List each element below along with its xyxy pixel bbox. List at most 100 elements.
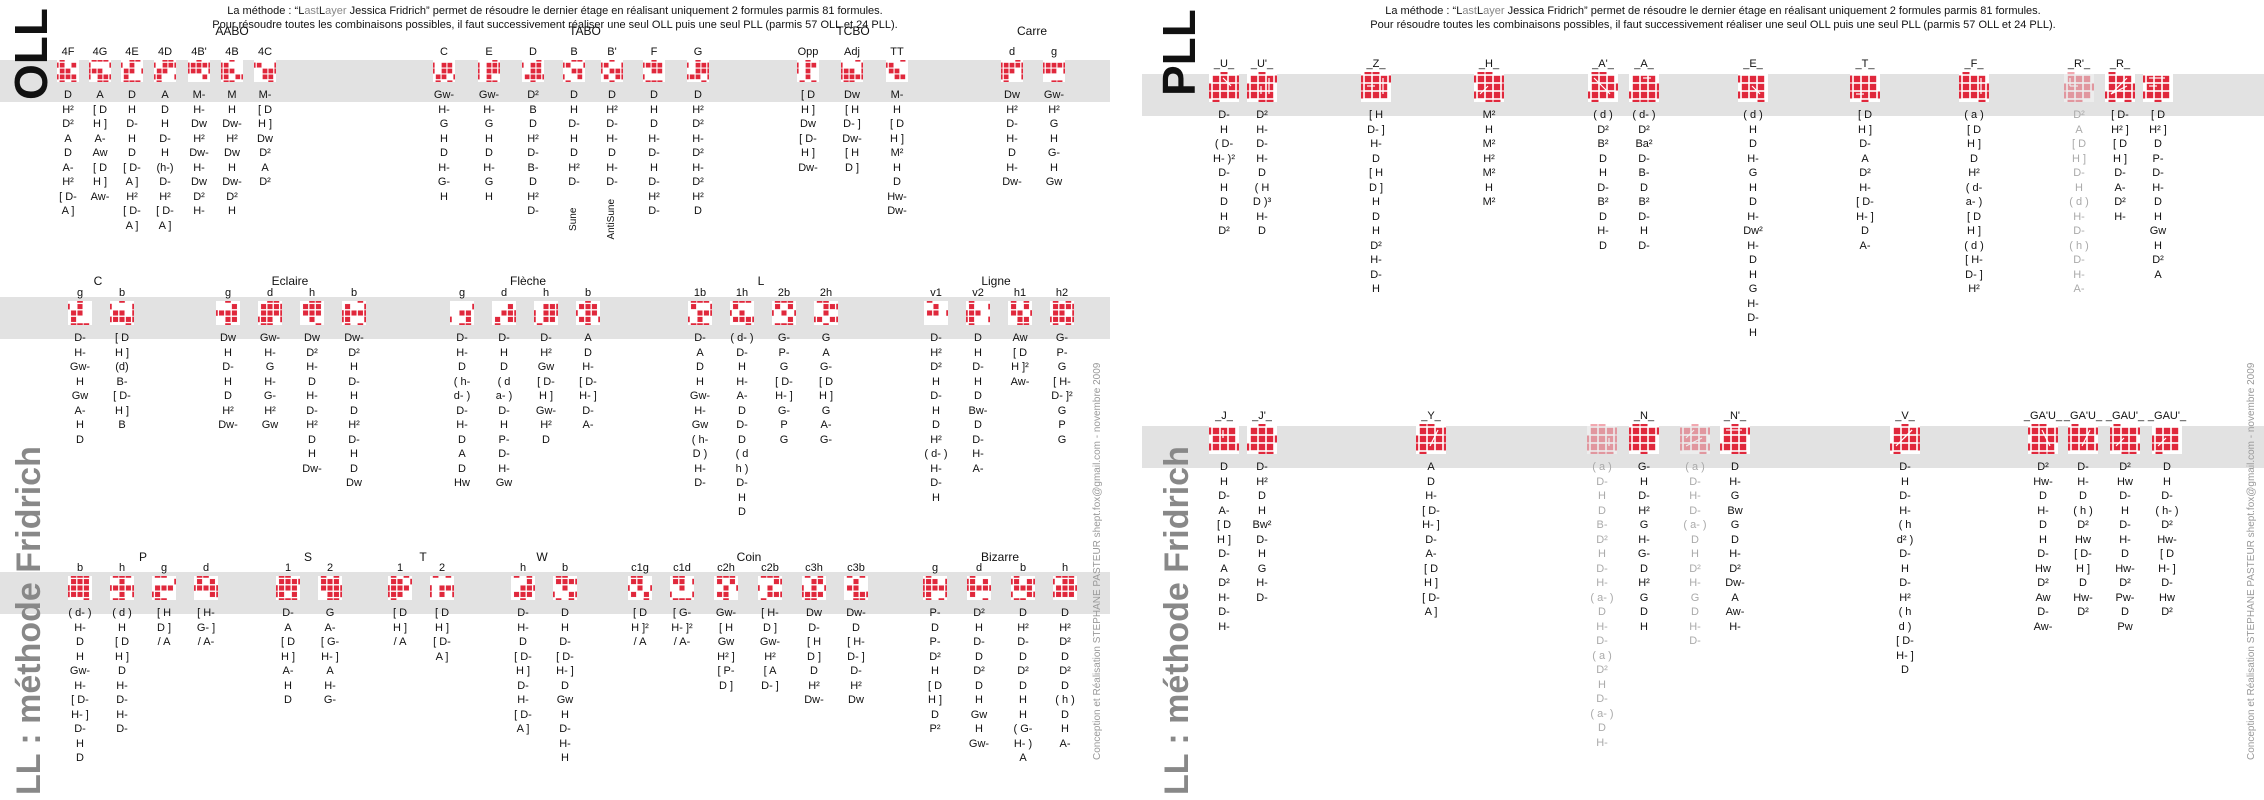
- case-label: b: [1019, 562, 1027, 574]
- oll-case: C Gw- H- G H D H- G- H: [423, 46, 465, 204]
- pll-case: _GAU'_ D H D- ( h- ) D² Hw- [ D H- ] D- H…: [2146, 410, 2188, 620]
- case-algorithm: D H D H- D- H D- H² D-: [648, 89, 660, 217]
- case-label: 1b: [693, 287, 707, 299]
- case-algorithm: [ D H ] [ D- A ]: [433, 607, 451, 663]
- case-algorithm: D² A [ D H ] D- H ( d ) H- D- ( h ) D- H…: [2069, 109, 2089, 295]
- oll-case: 4G A [ D H ] A- Aw [ D H ] Aw-: [79, 46, 121, 204]
- cube-diagram: [2152, 424, 2182, 454]
- cube-diagram: [1053, 576, 1077, 600]
- case-label: _U'_: [1250, 58, 1274, 70]
- group-label: Carre: [1016, 24, 1047, 38]
- case-label: 4D: [157, 46, 173, 58]
- case-label: d: [1008, 46, 1016, 58]
- case-algorithm: D- H² D H Bw² D- H G H- D-: [1252, 461, 1272, 604]
- case-label: 1h: [735, 287, 749, 299]
- case-algorithm: [ D H ] (d) B- [ D- H ] B: [113, 332, 131, 431]
- cube-diagram: [194, 576, 218, 600]
- case-algorithm: [ D H ] D- A D² H- [ D- H- ] D A-: [1856, 109, 1874, 252]
- case-algorithm: A D H- [ D- H- ] D- A-: [579, 332, 597, 431]
- cube-diagram: [221, 60, 243, 82]
- case-algorithm: D- H- D [ D- H ] D- H- [ D- A ]: [514, 607, 532, 735]
- case-algorithm: G- H D- H² G H- G- D H² G D H: [1637, 461, 1651, 633]
- cube-diagram: [300, 301, 324, 325]
- cube-diagram: [216, 301, 240, 325]
- oll-case: v2 D H D- H D Bw- D D- H- A-: [957, 287, 999, 476]
- method-title-left: LL : méthode Fridrich: [10, 446, 48, 795]
- case-label: 4B': [191, 46, 207, 58]
- case-algorithm: [ H D- ] H- D [ H D ] H D H D² H- D- H: [1367, 109, 1385, 295]
- pll-case: _GA'U_ D² Hw- D H- D H D- Hw D² Aw D- Aw-: [2022, 410, 2064, 634]
- group-label: C: [93, 274, 103, 288]
- oll-case: c2b [ H- D ] Gw- H² [ A D- ]: [749, 562, 791, 693]
- case-label: _H_: [1478, 58, 1500, 70]
- case-label: c1d: [673, 562, 691, 574]
- oll-case: 4F D H² D² A D A- H² [ D- A ]: [47, 46, 89, 219]
- oll-case: F D H D H- D- H D- H² D-: [633, 46, 675, 219]
- case-algorithm: D H² D- D D² D H H ( G- H- ) A: [1013, 607, 1033, 764]
- oll-case: G D H² D² H- D² H- D² H² D: [677, 46, 719, 219]
- cube-diagram: [478, 60, 500, 82]
- case-label: d: [266, 287, 274, 299]
- case-label: _N'_: [1723, 410, 1747, 422]
- case-algorithm: A D H- [ D- H- ] D- A- [ D H ] [ D- A ]: [1422, 461, 1440, 618]
- cube-diagram: [1629, 72, 1659, 102]
- case-algorithm: D- H² D² H D- H D H² ( d- ) H- D- H: [924, 332, 948, 504]
- case-label: [1581, 410, 1623, 423]
- cube-diagram: [1738, 72, 1768, 102]
- cube-diagram: [1043, 60, 1065, 82]
- case-label: _T_: [1855, 58, 1875, 70]
- cube-diagram: [1008, 301, 1032, 325]
- case-label: d: [500, 287, 508, 299]
- case-algorithm: D- H D- H- ( h d² ) D- H D- H² ( h d ) […: [1896, 461, 1914, 676]
- case-label: g: [931, 562, 939, 574]
- case-label: 4C: [257, 46, 273, 58]
- pll-case: _U'_ D² H- D- H- D ( H D )³ H- D: [1241, 58, 1283, 239]
- oll-case: v1 D- H² D² H D- H D H² ( d- ) H- D- H: [915, 287, 957, 505]
- cube-diagram: [68, 576, 92, 600]
- cube-diagram: [430, 576, 454, 600]
- cube-diagram: [152, 576, 176, 600]
- cube-diagram: [2143, 72, 2173, 102]
- pll-case: _GAU'_ D² Hw D- H D- H- D Hw- D² Pw- D Pw: [2104, 410, 2146, 634]
- oll-case: 1 [ D H ] / A: [379, 562, 421, 650]
- case-algorithm: G A G- [ D H ] G A- G-: [818, 332, 834, 446]
- case-algorithm: D- H- Gw- H Gw A- H D: [69, 332, 91, 446]
- cube-diagram: [1680, 424, 1710, 454]
- case-label: 2: [326, 562, 334, 574]
- case-label: v1: [930, 287, 942, 299]
- cube-diagram: [967, 576, 991, 600]
- case-algorithm: [ D H² ] D P- D- H- D H Gw H D² A: [2149, 109, 2167, 281]
- pll-case: _R'_ D² A [ D H ] D- H ( d ) H- D- ( h ) …: [2058, 58, 2100, 297]
- pll-case: _A_ ( d- ) D² Ba² D- B- D B² D- H D-: [1623, 58, 1665, 253]
- method-title-right: LL : méthode Fridrich: [1158, 446, 1196, 795]
- oll-case: 2 [ D H ] [ D- A ]: [421, 562, 463, 664]
- oll-case: h2 G- P- G [ H- D- ]² G P G: [1041, 287, 1083, 447]
- intro-text-oll: La méthode : “LastLayer Jessica Fridrich…: [212, 5, 898, 31]
- case-algorithm: [ D H ] Dw [ D- H ] Dw-: [798, 89, 818, 174]
- cube-diagram: [1850, 72, 1880, 102]
- case-label: _GAU'_: [2147, 410, 2187, 422]
- case-label: h: [542, 287, 550, 299]
- case-algorithm: G- P- G [ D- H- ] G- P G: [775, 332, 793, 446]
- case-algorithm: ( d- ) D- H H- A- D D- D ( d h ) D- H D: [730, 332, 754, 518]
- case-label: _Z_: [1366, 58, 1386, 70]
- case-label: G: [693, 46, 703, 58]
- case-label: 1: [396, 562, 404, 574]
- case-algorithm: [ G- H- ]² / A-: [671, 607, 693, 648]
- pll-case: _U_ D- H ( D- H- )² D- H D H D²: [1203, 58, 1245, 239]
- pll-case: _J'_ D- H² D H Bw² D- H G H- D-: [1241, 410, 1283, 605]
- case-label: Adj: [844, 46, 860, 58]
- case-algorithm: D H² D² H- D² H- D² H² D: [692, 89, 704, 217]
- case-label: _E_: [1743, 58, 1763, 70]
- case-label: c3h: [805, 562, 823, 574]
- case-label: _F_: [1964, 58, 1984, 70]
- cube-diagram: [1416, 424, 1446, 454]
- cube-diagram: [318, 576, 342, 600]
- oll-case: 4B' M- H- Dw H² Dw- H- Dw D² H-: [178, 46, 220, 219]
- cube-diagram: [886, 60, 908, 82]
- oll-case: h Dw D² H- D H- D- H² D H Dw-: [291, 287, 333, 476]
- cube-diagram: [1247, 424, 1277, 454]
- case-algorithm: D² B D H² D- B- D H² D-: [527, 89, 539, 217]
- oll-case: h ( d ) H [ D H ] D H- D- H- D-: [101, 562, 143, 737]
- case-algorithm: ( d- ) H- D H Gw- H- [ D- H- ] D- H D: [68, 607, 92, 764]
